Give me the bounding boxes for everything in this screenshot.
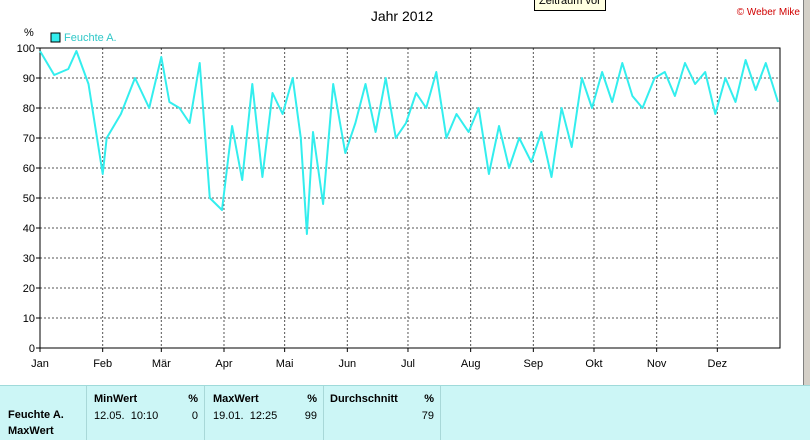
stats-row-sublabel: MaxWert — [8, 425, 54, 437]
stats-max-column: MaxWert % 19.01. 12:25 99 — [205, 386, 324, 440]
stats-panel: Feuchte A. MaxWert MinWert % 12.05. 10:1… — [0, 385, 810, 440]
y-tick-label: 0 — [29, 343, 35, 355]
chart-title: Jahr 2012 — [371, 8, 433, 24]
y-tick-label: 100 — [17, 43, 35, 55]
x-tick-label: Sep — [524, 358, 544, 370]
avg-value: 79 — [421, 410, 434, 422]
y-axis-unit-label: % — [24, 27, 34, 39]
stats-min-column: MinWert % 12.05. 10:10 0 — [86, 386, 205, 440]
series-line-feuchte — [39, 50, 779, 235]
x-ticks: Jan Feb Mär Apr Mai Jun Jul Aug Sep Okt Nov Dez — [31, 348, 727, 370]
x-tick-label: Nov — [647, 358, 667, 370]
x-tick-label: Apr — [215, 358, 232, 370]
avg-unit: % — [424, 393, 434, 405]
x-tick-label: Mai — [276, 358, 294, 370]
legend-swatch — [50, 32, 61, 43]
stats-avg-column: Durchschnitt % 79 — [324, 386, 441, 440]
humidity-chart: Jahr 2012 © Weber Mike % 0 10 20 30 40 50 60 70… — [17, 7, 801, 370]
x-tick-label: Mär — [152, 358, 171, 370]
min-value: 0 — [191, 410, 198, 422]
stats-row-label: Feuchte A. — [8, 409, 64, 421]
x-tick-label: Jun — [338, 358, 356, 370]
max-value: 99 — [304, 410, 317, 422]
x-tick-label: Feb — [93, 358, 112, 370]
x-tick-label: Aug — [461, 358, 481, 370]
x-tick-label: Okt — [585, 358, 602, 370]
x-tick-label: Jan — [31, 358, 49, 370]
y-tick-label: 10 — [23, 313, 35, 325]
copyright-text: © Weber Mike — [737, 7, 801, 18]
min-datetime: 12.05. 10:10 — [94, 410, 159, 422]
y-tick-label: 90 — [23, 73, 35, 85]
y-ticks: 0 10 20 30 40 50 60 70 80 90 100 — [17, 43, 40, 355]
stats-label-column: Feuchte A. MaxWert — [0, 386, 87, 440]
avg-header: Durchschnitt — [330, 393, 398, 405]
y-tick-label: 40 — [23, 223, 35, 235]
y-tick-label: 20 — [23, 283, 35, 295]
min-unit: % — [188, 393, 198, 405]
chart-area: Jahr 2012 © Weber Mike % 0 10 20 30 40 50 60 70… — [16, 0, 810, 385]
y-tick-label: 80 — [23, 103, 35, 115]
tooltip: Zeitraum vor — [534, 0, 606, 11]
x-tick-label: Dez — [708, 358, 728, 370]
legend-label: Feuchte A. — [64, 32, 117, 44]
scrollbar[interactable] — [803, 0, 810, 385]
y-tick-label: 60 — [23, 163, 35, 175]
max-datetime: 19.01. 12:25 — [213, 410, 278, 422]
max-header: MaxWert — [213, 393, 259, 405]
max-unit: % — [307, 393, 317, 405]
y-tick-label: 50 — [23, 193, 35, 205]
grid-layer — [40, 48, 780, 348]
x-tick-label: Jul — [401, 358, 415, 370]
min-header: MinWert — [94, 393, 138, 405]
y-tick-label: 30 — [23, 253, 35, 265]
y-tick-label: 70 — [23, 133, 35, 145]
